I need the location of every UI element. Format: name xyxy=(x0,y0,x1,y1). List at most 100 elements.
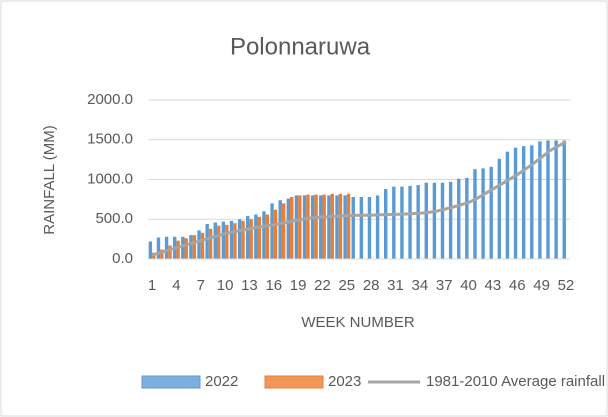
bar xyxy=(481,168,485,259)
bar xyxy=(290,196,294,259)
bar xyxy=(229,220,234,259)
bar xyxy=(392,186,396,259)
bar xyxy=(164,236,169,259)
x-tick-label: 22 xyxy=(314,277,331,294)
x-tick-label: 7 xyxy=(197,277,205,294)
bar xyxy=(440,182,445,259)
bar xyxy=(241,220,245,259)
y-tick-label: 0.0 xyxy=(112,250,133,267)
bar xyxy=(176,240,180,259)
x-tick-label: 46 xyxy=(509,277,526,294)
bar xyxy=(400,186,404,259)
bar xyxy=(546,140,550,259)
bar xyxy=(346,193,351,259)
bar xyxy=(432,182,437,259)
bar xyxy=(319,195,323,259)
bar xyxy=(273,209,278,259)
bar xyxy=(310,195,315,259)
bar xyxy=(416,185,420,259)
bar xyxy=(262,211,266,259)
bar xyxy=(168,245,172,259)
bar xyxy=(189,235,193,259)
bar xyxy=(265,214,270,259)
bar xyxy=(351,196,355,259)
average-line xyxy=(151,140,567,257)
x-axis-title: WEEK NUMBER xyxy=(301,314,415,331)
bar xyxy=(249,219,253,259)
bar xyxy=(562,140,566,259)
bar xyxy=(205,224,209,259)
bar xyxy=(270,203,274,259)
bar xyxy=(286,198,291,259)
y-tick-label: 1000.0 xyxy=(87,170,133,187)
bar xyxy=(192,235,197,259)
bar xyxy=(521,146,526,259)
bar xyxy=(302,195,307,259)
bar xyxy=(160,249,164,259)
bar xyxy=(148,241,153,259)
bar xyxy=(457,178,461,259)
bar xyxy=(530,145,534,259)
bar xyxy=(327,195,331,259)
bar xyxy=(538,141,542,259)
bar xyxy=(473,169,477,259)
bar xyxy=(359,196,364,259)
bar xyxy=(448,181,453,259)
bar xyxy=(200,232,205,259)
x-tick-label: 25 xyxy=(338,277,355,294)
bar xyxy=(237,219,242,259)
legend-swatch xyxy=(264,375,324,389)
bar xyxy=(375,195,380,259)
bar xyxy=(330,193,335,259)
bar xyxy=(208,228,213,259)
x-tick-label: 1 xyxy=(148,277,156,294)
bar xyxy=(294,195,299,259)
x-tick-label: 19 xyxy=(290,277,307,294)
bar xyxy=(497,158,502,259)
bar xyxy=(367,196,372,259)
bar xyxy=(281,203,286,259)
y-axis-title: RAINFALL (MM) xyxy=(41,125,58,234)
x-tick-label: 34 xyxy=(412,277,429,294)
chart-title: Polonnaruwa xyxy=(230,33,371,60)
bar xyxy=(322,194,326,259)
legend-label: 1981-2010 Average rainfall xyxy=(426,373,605,390)
bar xyxy=(156,237,161,259)
bar xyxy=(197,230,201,259)
x-tick-label: 10 xyxy=(217,277,234,294)
bar xyxy=(465,177,469,259)
bar xyxy=(554,140,558,259)
bar xyxy=(246,216,250,259)
bar xyxy=(225,224,229,259)
x-tick-label: 52 xyxy=(558,277,575,294)
bar xyxy=(338,193,343,259)
bar xyxy=(343,195,347,259)
bar xyxy=(306,194,310,259)
x-tick-label: 31 xyxy=(387,277,404,294)
bar xyxy=(216,225,221,259)
bar xyxy=(314,194,318,259)
bar xyxy=(513,147,518,259)
bar xyxy=(335,195,339,259)
bar xyxy=(213,222,217,259)
y-tick-label: 500.0 xyxy=(95,210,133,227)
y-tick-label: 2000.0 xyxy=(87,91,133,108)
bar xyxy=(233,223,237,259)
x-tick-label: 4 xyxy=(172,277,180,294)
legend-label: 2023 xyxy=(328,373,361,390)
bar xyxy=(298,195,302,259)
x-tick-label: 37 xyxy=(436,277,453,294)
bar xyxy=(489,166,493,259)
bar xyxy=(408,185,412,259)
x-tick-label: 28 xyxy=(363,277,380,294)
x-tick-label: 43 xyxy=(485,277,502,294)
legend-swatch xyxy=(141,375,201,389)
bar xyxy=(181,236,185,259)
bar xyxy=(505,151,510,259)
legend-label: 2022 xyxy=(205,373,238,390)
bar xyxy=(383,189,388,259)
y-tick-label: 1500.0 xyxy=(87,131,133,148)
bar xyxy=(257,216,261,259)
x-tick-label: 49 xyxy=(533,277,550,294)
